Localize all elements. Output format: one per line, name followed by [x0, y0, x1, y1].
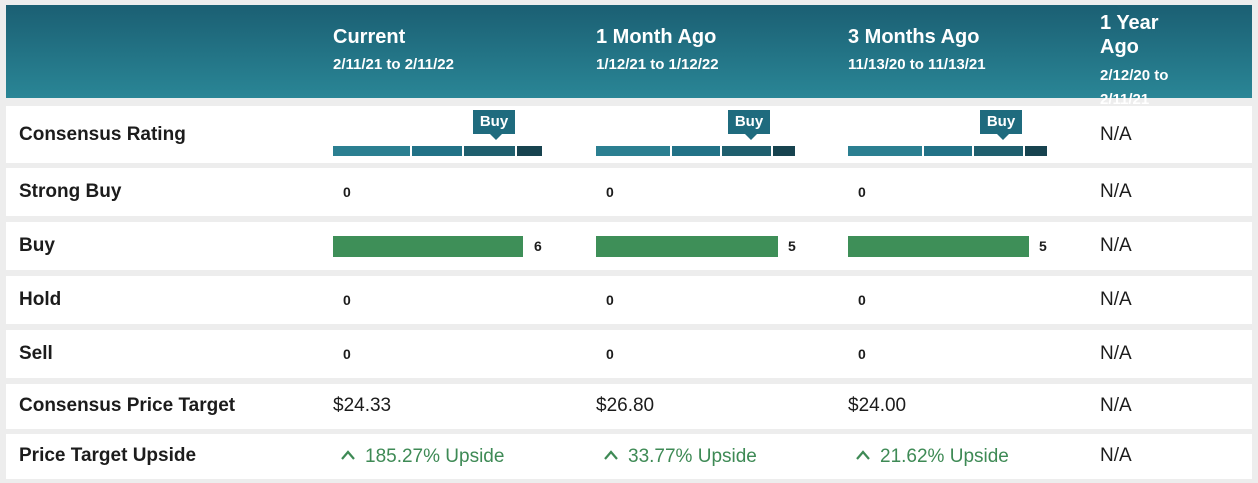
row-label: Consensus Price Target	[19, 395, 236, 416]
header-1-year-dates: 2/12/20 to 2/11/21	[1100, 63, 1190, 113]
header-1-year-title: 1 Year Ago	[1100, 12, 1159, 58]
row-buy: Buy 6 5 5 N/A	[6, 222, 1252, 270]
price-target-value: $26.80	[596, 395, 655, 416]
header-1-month-title: 1 Month Ago	[596, 26, 717, 48]
scale-segment	[924, 146, 972, 156]
buy-bar	[848, 236, 1029, 257]
header-current-dates: 2/11/21 to 2/11/22	[333, 56, 454, 73]
count-value: 0	[343, 292, 351, 308]
upside-value: 33.77% Upside	[604, 446, 757, 468]
count-value: 0	[343, 346, 351, 362]
scale-segment	[773, 146, 795, 156]
scale-segment	[412, 146, 462, 156]
rating-badge-text: Buy	[986, 113, 1016, 130]
chevron-up-icon	[341, 450, 355, 460]
rating-scale: Buy	[596, 110, 805, 156]
year-value: N/A	[1100, 181, 1132, 202]
year-value: N/A	[1100, 395, 1132, 416]
row-label: Consensus Rating	[19, 124, 186, 145]
count-value: 0	[606, 292, 614, 308]
header-3-months: 3 Months Ago 11/13/20 to 11/13/21	[848, 25, 986, 74]
year-value: N/A	[1100, 124, 1132, 145]
count-value: 5	[788, 238, 796, 254]
scale-segment	[464, 146, 515, 156]
upside-text: 33.77% Upside	[628, 446, 757, 467]
count-value: 0	[858, 292, 866, 308]
header-current: Current 2/11/21 to 2/11/22	[333, 25, 454, 74]
scale-segment	[672, 146, 720, 156]
scale-segment	[333, 146, 410, 156]
scale-segment	[974, 146, 1023, 156]
header-3-months-title: 3 Months Ago	[848, 26, 980, 48]
badge-pointer	[490, 134, 502, 140]
year-value: N/A	[1100, 445, 1132, 466]
badge-pointer	[997, 134, 1009, 140]
rating-scale: Buy	[848, 110, 1057, 156]
row-label: Price Target Upside	[19, 445, 197, 466]
buy-bar	[596, 236, 778, 257]
count-value: 6	[534, 238, 542, 254]
scale-segment	[848, 146, 922, 156]
rating-scale: Buy	[333, 110, 542, 156]
upside-value: 21.62% Upside	[856, 446, 1009, 468]
upside-value: 185.27% Upside	[341, 446, 504, 468]
scale-segment	[517, 146, 542, 156]
count-value: 0	[606, 184, 614, 200]
count-value: 0	[858, 346, 866, 362]
upside-text: 21.62% Upside	[880, 446, 1009, 467]
rating-badge-text: Buy	[479, 113, 509, 130]
row-label: Strong Buy	[19, 181, 122, 202]
count-value: 0	[606, 346, 614, 362]
table-header: Current 2/11/21 to 2/11/22 1 Month Ago 1…	[6, 5, 1252, 108]
row-strong-buy: Strong Buy 0 0 0 N/A	[6, 168, 1252, 216]
analyst-ratings-table: Current 2/11/21 to 2/11/22 1 Month Ago 1…	[6, 5, 1252, 479]
count-value: 5	[1039, 238, 1047, 254]
row-hold: Hold 0 0 0 N/A	[6, 276, 1252, 324]
chevron-up-icon	[856, 450, 870, 460]
row-label: Buy	[19, 235, 55, 256]
scale-segment	[1025, 146, 1047, 156]
price-target-value: $24.00	[848, 395, 907, 416]
scale-segment	[722, 146, 771, 156]
header-current-title: Current	[333, 26, 406, 48]
year-value: N/A	[1100, 235, 1132, 256]
scale-segment	[596, 146, 670, 156]
header-1-year-dates-line1: 2/12/20 to	[1100, 67, 1169, 84]
header-1-year: 1 Year Ago 2/12/20 to 2/11/21	[1100, 11, 1190, 113]
price-target-value: $24.33	[333, 395, 392, 416]
buy-bar	[333, 236, 523, 257]
year-value: N/A	[1100, 289, 1132, 310]
header-1-month: 1 Month Ago 1/12/21 to 1/12/22	[596, 25, 719, 74]
row-label: Sell	[19, 343, 53, 364]
row-sell: Sell 0 0 0 N/A	[6, 330, 1252, 378]
count-value: 0	[343, 184, 351, 200]
row-label: Hold	[19, 289, 62, 310]
row-consensus-rating: Consensus Rating Buy Buy	[6, 106, 1252, 163]
badge-pointer	[745, 134, 757, 140]
row-price-target: Consensus Price Target $24.33 $26.80 $24…	[6, 384, 1252, 429]
chevron-up-icon	[604, 450, 618, 460]
count-value: 0	[858, 184, 866, 200]
rating-badge: Buy	[980, 110, 1022, 140]
rating-badge: Buy	[728, 110, 770, 140]
rating-badge-text: Buy	[734, 113, 764, 130]
year-value: N/A	[1100, 343, 1132, 364]
header-3-months-dates: 11/13/20 to 11/13/21	[848, 56, 986, 73]
header-1-year-dates-line2: 2/11/21	[1100, 91, 1150, 108]
header-1-month-dates: 1/12/21 to 1/12/22	[596, 56, 719, 73]
rating-badge: Buy	[473, 110, 515, 140]
upside-text: 185.27% Upside	[365, 446, 505, 467]
row-upside: Price Target Upside 185.27% Upside 33.77…	[6, 434, 1252, 479]
